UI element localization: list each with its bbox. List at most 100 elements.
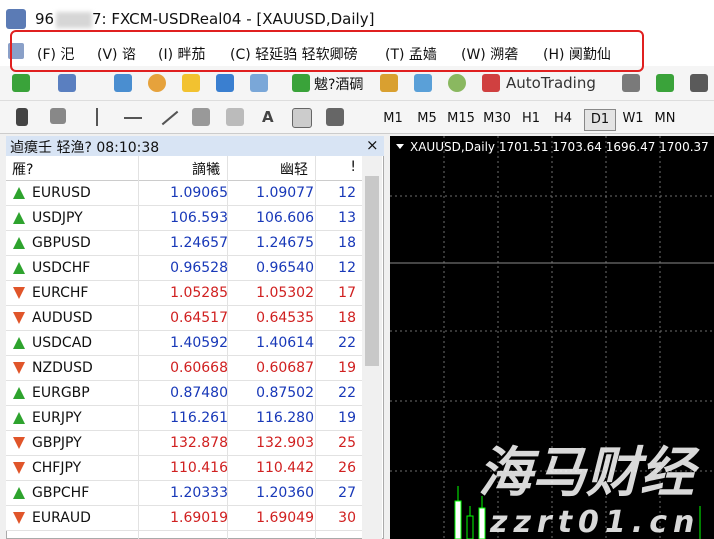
vline-button[interactable]	[96, 108, 98, 126]
autotrading-button[interactable]: AutoTrading	[506, 74, 596, 92]
bar-chart-button[interactable]	[622, 74, 640, 92]
ask-cell: 1.20360	[256, 485, 314, 501]
table-row[interactable]: USDJPY 106.593 106.606 13	[6, 206, 362, 231]
expert-icon[interactable]	[380, 74, 398, 92]
ask-cell: 0.96540	[256, 260, 314, 276]
market-watch-button[interactable]	[114, 74, 132, 92]
line-chart-button[interactable]	[690, 74, 708, 92]
table-row[interactable]: USDCAD 1.40592 1.40614 22	[6, 331, 362, 356]
ask-cell: 110.442	[256, 460, 314, 476]
symbol-cell: EURCHF	[32, 285, 89, 301]
timeframe-button[interactable]: H1	[521, 111, 541, 126]
channel-button[interactable]	[192, 108, 210, 126]
symbol-cell: NZDUSD	[32, 360, 93, 376]
column-header[interactable]: !	[350, 159, 356, 175]
timeframe-button[interactable]: M15	[447, 111, 475, 126]
profiles-button[interactable]	[58, 74, 76, 92]
menu-bar	[0, 38, 714, 66]
row-divider	[6, 405, 362, 406]
column-header[interactable]: 幽轻	[280, 162, 308, 178]
crosshair-button[interactable]	[50, 108, 66, 124]
menu-item[interactable]: (V) 谘	[97, 47, 136, 63]
new-chart-button[interactable]	[12, 74, 30, 92]
signals-icon[interactable]	[414, 74, 432, 92]
market-icon[interactable]	[448, 74, 466, 92]
navigator-button[interactable]	[182, 74, 200, 92]
ask-cell: 1.09077	[256, 185, 314, 201]
highlight-box	[10, 30, 644, 72]
timeframe-button[interactable]: W1	[622, 111, 644, 126]
trend-arrow	[13, 462, 25, 474]
table-row[interactable]: EURJPY 116.261 116.280 19	[6, 406, 362, 431]
table-row[interactable]: EURAUD 1.69019 1.69049 30	[6, 506, 362, 531]
menu-item[interactable]: (C) 轻延驺 轻软卿磅	[230, 47, 358, 63]
close-button[interactable]: ×	[366, 136, 379, 154]
row-divider	[6, 305, 362, 306]
symbol-cell: USDCHF	[32, 260, 91, 276]
symbol-cell: USDJPY	[32, 210, 83, 226]
trend-arrow	[13, 412, 25, 424]
table-row[interactable]: GBPUSD 1.24657 1.24675 18	[6, 231, 362, 256]
timeframe-button[interactable]: MN	[654, 111, 676, 126]
symbol-cell: EURAUD	[32, 510, 91, 526]
trend-arrow	[13, 337, 25, 349]
table-row[interactable]: GBPCHF 1.20333 1.20360 27	[6, 481, 362, 506]
column-header[interactable]: 謫犧	[192, 162, 220, 178]
trend-arrow	[13, 362, 25, 374]
chart-menu-arrow[interactable]	[396, 144, 404, 149]
trendline-button[interactable]	[161, 110, 179, 126]
panel-header: 逌瘼壬 轻渔? 08:10:38 ×	[6, 136, 384, 156]
label-button[interactable]	[292, 108, 312, 128]
menu-item[interactable]: (T) 孟嫱	[385, 47, 437, 63]
fibo-button[interactable]	[226, 108, 244, 126]
table-row[interactable]: CHFJPY 110.416 110.442 26	[6, 456, 362, 481]
candle	[454, 500, 462, 539]
timeframe-button[interactable]: M30	[483, 111, 511, 126]
symbol-cell: EURUSD	[32, 185, 91, 201]
table-row[interactable]: AUDUSD 0.64517 0.64535 18	[6, 306, 362, 331]
trend-arrow	[13, 512, 25, 524]
column-header[interactable]: 雁?	[12, 162, 34, 178]
scrollbar[interactable]	[362, 156, 382, 539]
table-row[interactable]: EURCHF 1.05285 1.05302 17	[6, 281, 362, 306]
timeframe-button[interactable]: D1	[584, 109, 616, 131]
timeframe-button[interactable]: M1	[383, 111, 403, 126]
table-row[interactable]: EURGBP 0.87480 0.87502 22	[6, 381, 362, 406]
price-chart: XAUUSD,Daily 1701.51 1703.64 1696.47 170…	[390, 136, 714, 539]
cursor-button[interactable]	[16, 108, 28, 126]
spread-cell: 19	[338, 360, 356, 376]
table-row[interactable]: EURUSD 1.09065 1.09077 12	[6, 181, 362, 206]
scroll-thumb[interactable]	[365, 176, 379, 366]
new-order-button[interactable]: 魃?酒碉	[314, 77, 364, 93]
arrows-button[interactable]	[326, 108, 344, 126]
menu-item[interactable]: (W) 溯砻	[461, 47, 519, 63]
spread-cell: 18	[338, 310, 356, 326]
menu-item[interactable]: (H) 阒勤仙	[543, 47, 611, 63]
hline-button[interactable]	[124, 117, 142, 119]
menu-item[interactable]: (F) 汜	[37, 47, 75, 63]
bid-cell: 0.87480	[170, 385, 228, 401]
bid-cell: 1.24657	[170, 235, 228, 251]
timeframe-button[interactable]: M5	[417, 111, 437, 126]
title-text: 96	[35, 10, 55, 28]
text-tool-button[interactable]: A	[262, 108, 274, 126]
row-divider	[6, 430, 362, 431]
trend-arrow	[13, 237, 25, 249]
watermark: 海马财经	[478, 441, 700, 504]
terminal-button[interactable]	[216, 74, 234, 92]
bid-cell: 110.416	[170, 460, 228, 476]
panel-title: 逌瘼壬 轻渔? 08:10:38	[10, 140, 160, 156]
candle-chart-button[interactable]	[656, 74, 674, 92]
table-row[interactable]: GBPJPY 132.878 132.903 25	[6, 431, 362, 456]
table-row[interactable]: NZDUSD 0.60668 0.60687 19	[6, 356, 362, 381]
data-window-button[interactable]	[148, 74, 166, 92]
symbol-cell: GBPJPY	[32, 435, 82, 451]
table-row[interactable]: USDCHF 0.96528 0.96540 12	[6, 256, 362, 281]
tester-button[interactable]	[250, 74, 268, 92]
menu-item[interactable]: (I) 畔茄	[158, 47, 206, 63]
spread-cell: 18	[338, 235, 356, 251]
candles	[454, 486, 701, 539]
trend-arrow	[13, 437, 25, 449]
symbol-cell: AUDUSD	[32, 310, 93, 326]
timeframe-button[interactable]: H4	[553, 111, 573, 126]
